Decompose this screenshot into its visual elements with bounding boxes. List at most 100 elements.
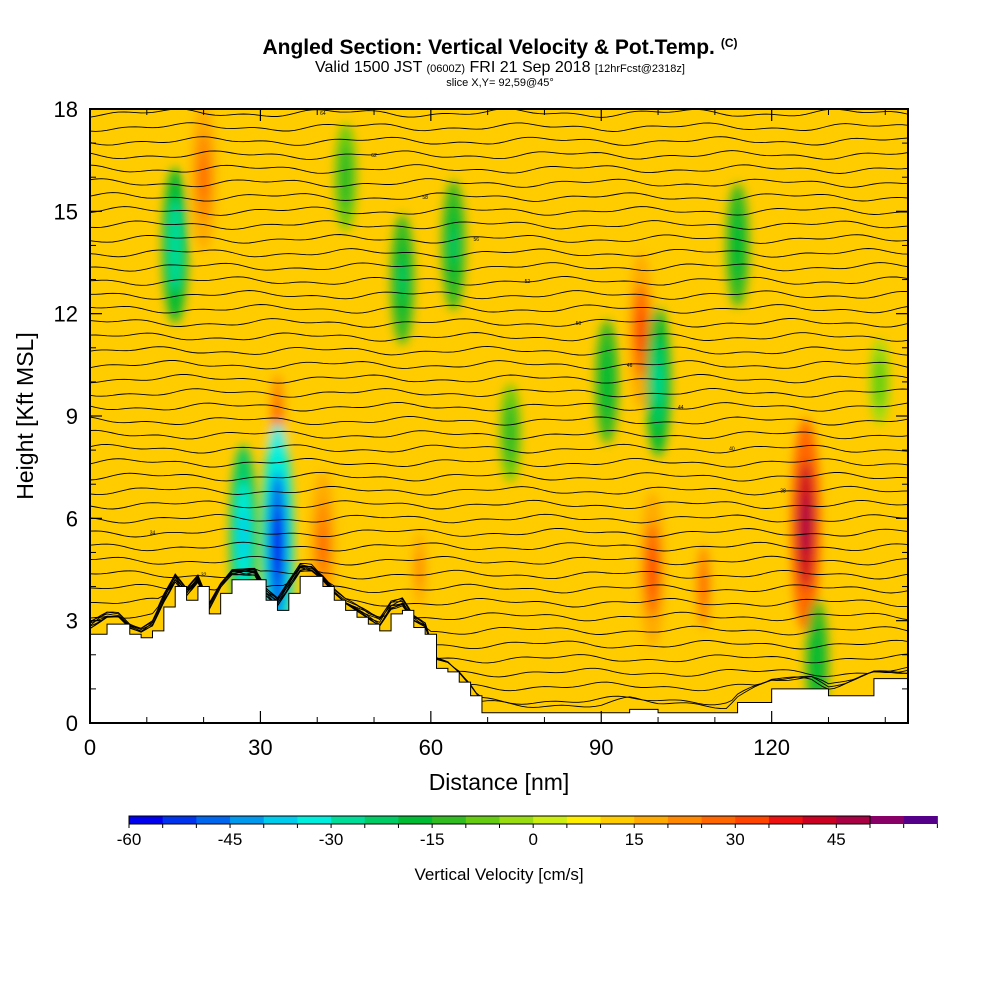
isentrope-line xyxy=(90,136,908,146)
velocity-region-core xyxy=(654,360,662,403)
axes: 0 30 60 90 120 0 3 6 9 12 15 18 xyxy=(54,97,908,760)
isentrope-line xyxy=(90,566,908,594)
colorbar-title: Vertical Velocity [cm/s] xyxy=(414,865,583,884)
isentrope-line xyxy=(90,541,908,552)
isentrope-label: 62 xyxy=(371,153,377,159)
colorbar: -60 -45 -30 -15 0 15 30 45 xyxy=(117,815,938,849)
colorbar-swatch xyxy=(735,816,770,824)
isentrope-line xyxy=(90,360,908,370)
forecast-info: [12hrFcst@2318z] xyxy=(594,63,685,75)
colorbar-swatch xyxy=(701,816,736,824)
velocity-region-core xyxy=(507,419,514,447)
y-tick-label: 12 xyxy=(54,302,78,327)
isentrope-line xyxy=(90,566,908,636)
isentrope-label: 64 xyxy=(320,111,326,117)
isentrope-line xyxy=(90,387,908,398)
colorbar-swatch xyxy=(802,816,837,824)
y-axis-title: Height [Kft MSL] xyxy=(12,332,38,499)
isentrope-label: 56 xyxy=(473,237,479,243)
velocity-region-core xyxy=(239,509,248,561)
colorbar-label: 15 xyxy=(625,830,644,849)
colorbar-swatch xyxy=(903,816,938,824)
colorbar-label: -60 xyxy=(117,830,142,849)
colorbar-swatch xyxy=(432,816,467,824)
colorbar-swatch xyxy=(667,816,703,824)
velocity-region-core xyxy=(813,644,821,679)
isentrope-line xyxy=(90,318,908,328)
velocity-region-core xyxy=(272,511,283,581)
velocity-region-core xyxy=(199,156,208,199)
isentrope-label: 34 xyxy=(150,531,156,537)
velocity-region-core xyxy=(319,524,327,567)
isentrope-line xyxy=(90,164,908,174)
chart-subtitle: Valid 1500 JST (0600Z) FRI 21 Sep 2018 [… xyxy=(0,59,1000,77)
y-tick-label: 9 xyxy=(66,404,78,429)
isentrope-label: 50 xyxy=(576,321,582,327)
isentrope-line xyxy=(90,206,908,216)
colorbar-swatch xyxy=(331,816,366,824)
colorbar-label: -45 xyxy=(218,830,243,849)
velocity-region-core xyxy=(699,566,708,607)
colorbar-swatch xyxy=(533,816,568,824)
velocity-region-core xyxy=(648,547,657,592)
isentrope-line xyxy=(90,332,908,342)
isentrope-line xyxy=(90,566,908,580)
x-tick-label: 30 xyxy=(248,735,272,760)
terrain-profile xyxy=(89,575,909,724)
chart-title-text: Angled Section: Vertical Velocity & Pot.… xyxy=(262,36,715,59)
x-tick-label: 90 xyxy=(589,735,613,760)
isentrope-line xyxy=(90,527,908,538)
velocity-region-core xyxy=(801,495,811,556)
velocity-region-core xyxy=(637,308,645,353)
isentrope-line xyxy=(90,429,908,440)
isentrope-line xyxy=(90,555,908,566)
x-tick-label: 0 xyxy=(84,735,96,760)
x-axis-title: Distance [nm] xyxy=(429,769,570,795)
isentrope-line xyxy=(90,290,908,300)
colorbar-swatch xyxy=(870,816,905,824)
terrain xyxy=(89,575,909,724)
isentrope-label: 44 xyxy=(678,405,684,411)
colorbar-label: 45 xyxy=(827,830,846,849)
isentrope-label: 18 xyxy=(354,607,360,613)
colorbar-swatch xyxy=(263,816,298,824)
isentrope-line xyxy=(90,150,908,160)
colorbar-swatch xyxy=(398,816,433,824)
isentrope-label: 52 xyxy=(525,279,531,285)
colorbar-swatch xyxy=(196,816,231,824)
isentrope-line xyxy=(90,345,908,356)
isentrope-line xyxy=(90,192,908,202)
colorbar-label: 0 xyxy=(528,830,537,849)
colorbar-label: -15 xyxy=(420,830,445,849)
slice-info: slice X,Y= 92,59@45° xyxy=(446,77,554,89)
isentrope-line xyxy=(90,276,908,286)
utc-time: (0600Z) xyxy=(426,63,466,75)
colorbar-swatch xyxy=(836,816,871,824)
isentrope-line xyxy=(90,565,908,608)
velocity-field xyxy=(162,109,890,723)
isentrope-label: 46 xyxy=(627,363,633,369)
y-tick-label: 18 xyxy=(54,97,78,122)
colorbar-swatch xyxy=(566,816,602,824)
isentrope-line xyxy=(90,234,908,244)
colorbar-swatch xyxy=(465,816,500,824)
colorbar-swatch xyxy=(600,816,635,824)
y-tick-label: 6 xyxy=(66,506,78,531)
colorbar-swatch xyxy=(499,816,534,824)
isentrope-line xyxy=(90,178,908,188)
chart-title-mark: (C) xyxy=(720,36,738,50)
isentrope-label: 38 xyxy=(780,489,786,495)
valid-date: FRI 21 Sep 2018 xyxy=(469,59,591,76)
isentrope-line xyxy=(90,485,908,496)
velocity-region-core xyxy=(876,369,883,394)
isentrope-label: 32 xyxy=(201,573,207,579)
x-tick-label: 120 xyxy=(753,735,790,760)
isentrope-line xyxy=(90,499,908,510)
velocity-region-core xyxy=(342,162,349,193)
isentrope-line xyxy=(90,220,908,230)
isentrope-line xyxy=(90,122,908,132)
y-tick-label: 3 xyxy=(66,609,78,634)
velocity-region-core xyxy=(734,228,742,263)
